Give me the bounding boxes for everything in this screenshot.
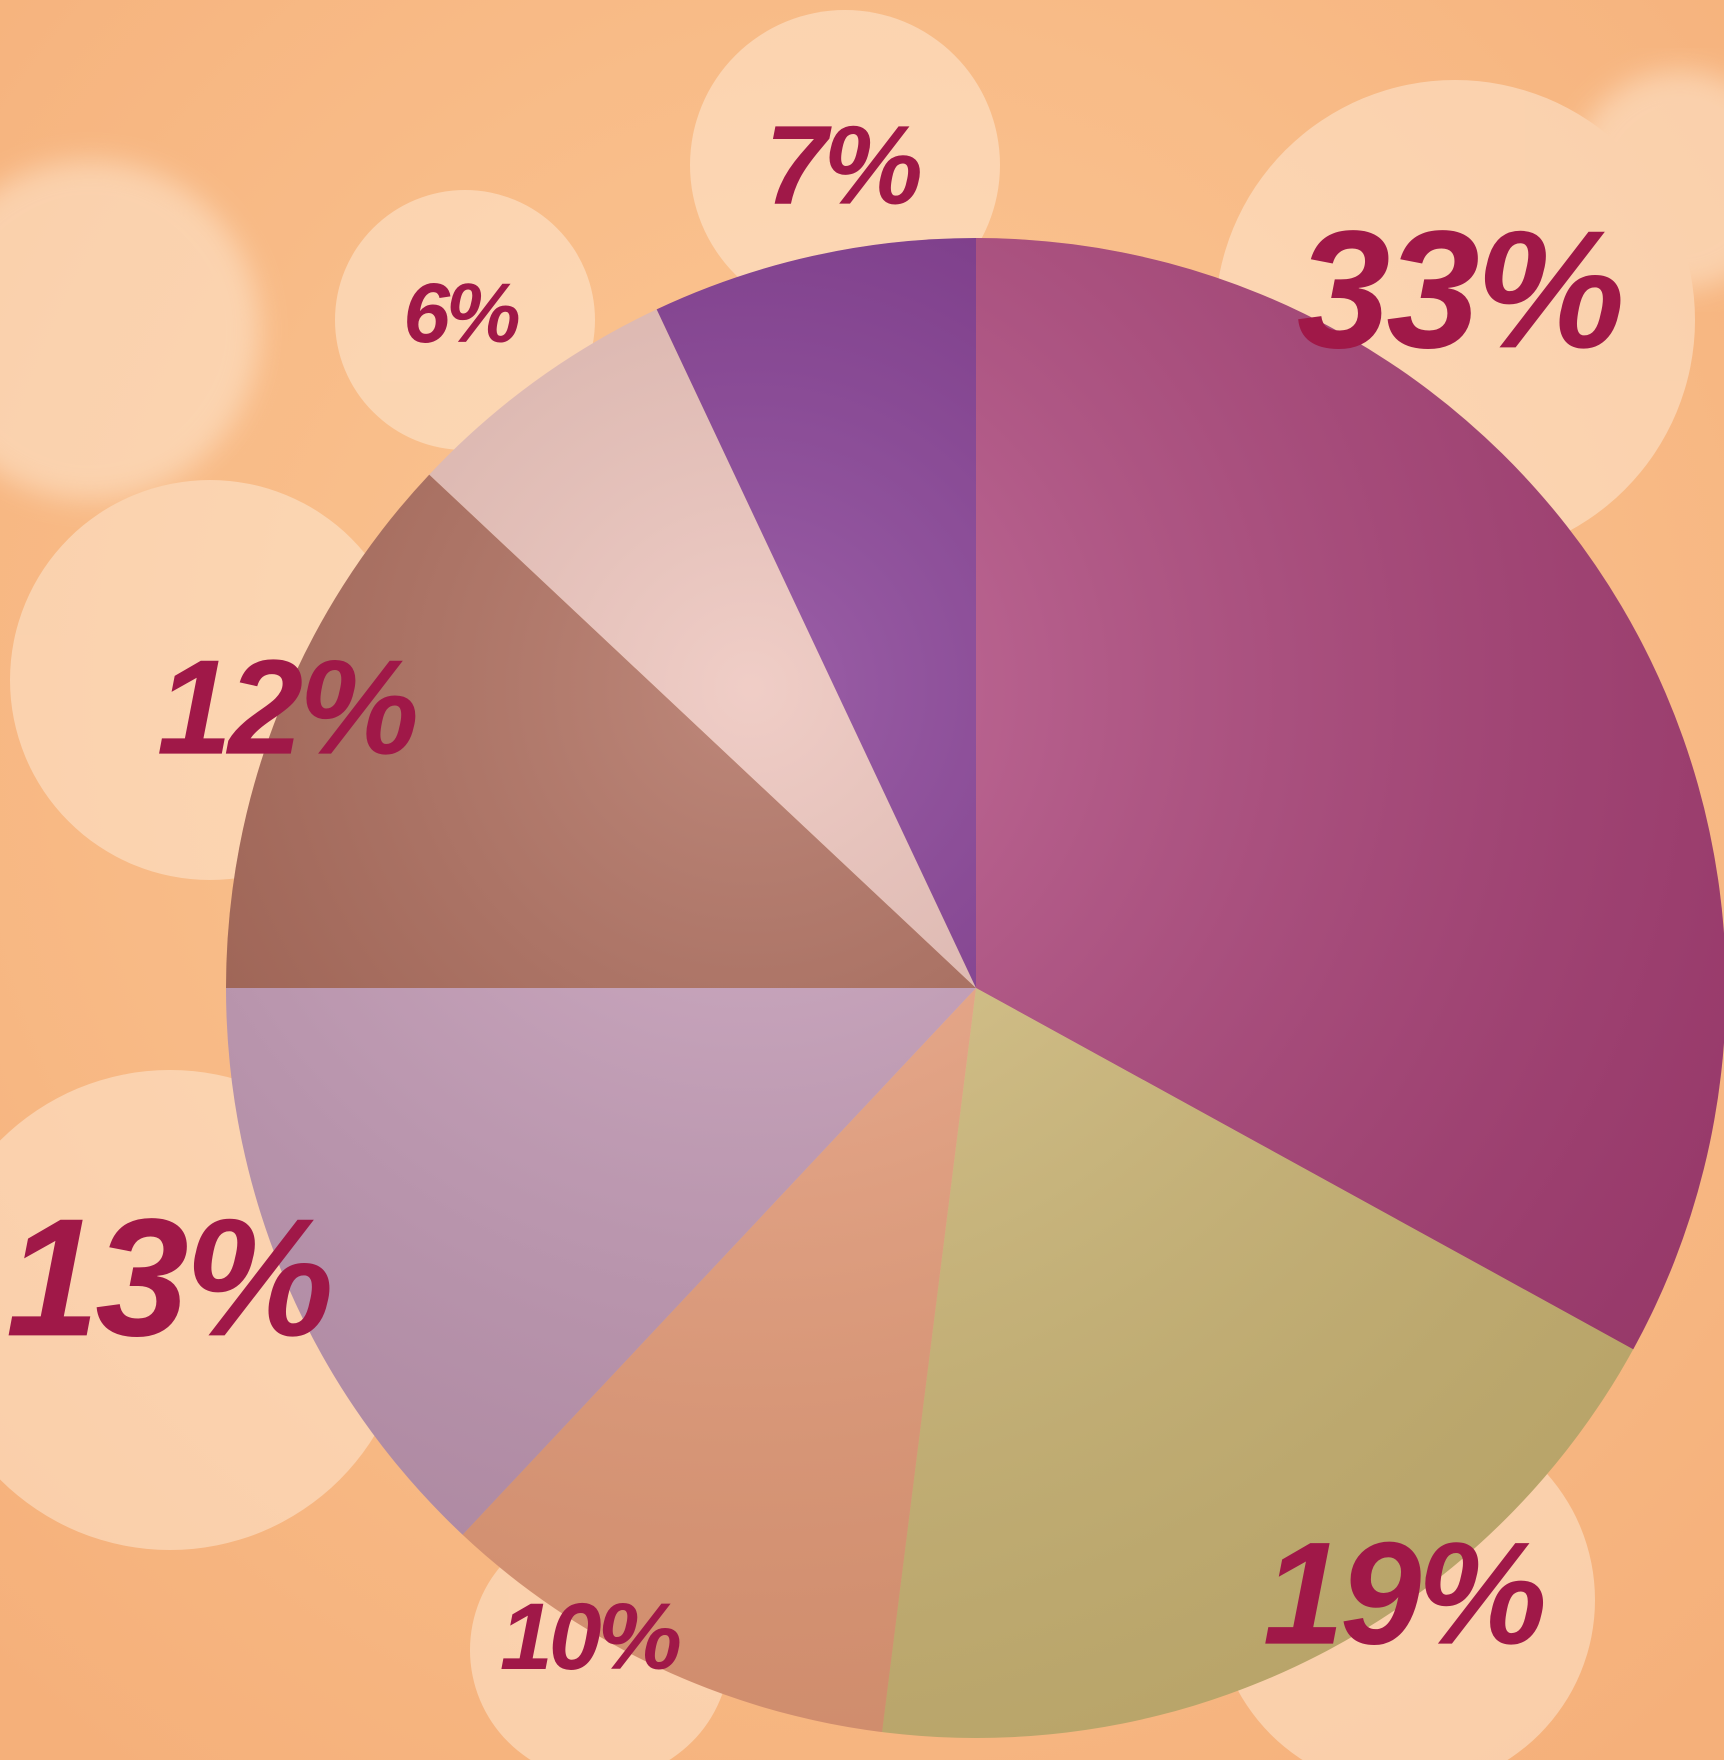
value-label: 19% [1263,1512,1543,1675]
value-label: 6% [403,266,519,360]
labels: 33% 19% 10% 13% 12% 6% 7% [6,103,1625,1691]
value-label: 12% [157,632,416,783]
value-label: 7% [765,103,920,228]
value-label: 33% [1297,195,1621,383]
value-label: 13% [6,1183,330,1371]
value-label: 10% [500,1584,680,1690]
